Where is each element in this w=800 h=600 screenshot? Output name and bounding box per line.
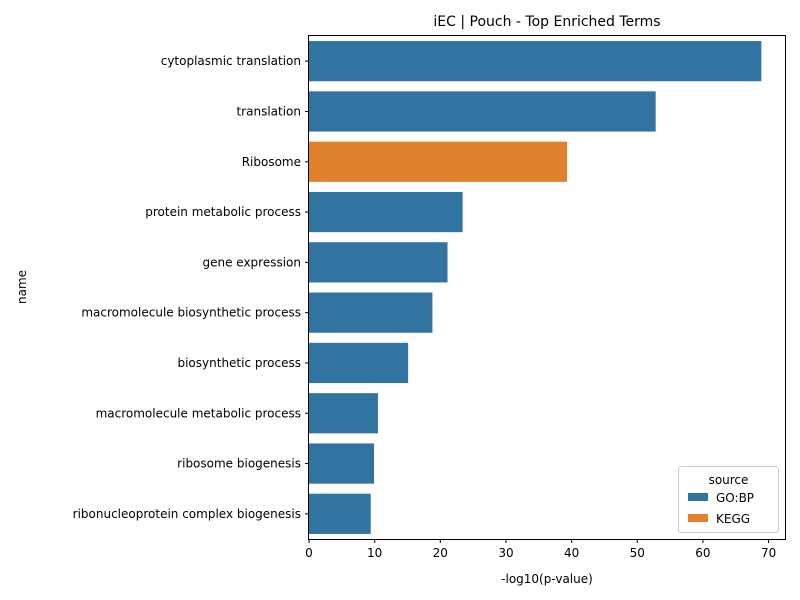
x-tick-label: 20 [433, 546, 448, 560]
bar-2 [309, 141, 568, 182]
bar-5 [309, 292, 433, 333]
y-tick-label: macromolecule metabolic process [96, 406, 301, 420]
bar-4 [309, 242, 448, 283]
x-axis-label: -log10(p-value) [501, 572, 593, 586]
y-tick-label: macromolecule biosynthetic process [81, 306, 301, 320]
x-tick-label: 50 [630, 546, 645, 560]
legend: source GO:BP KEGG [678, 466, 779, 533]
x-tick-label: 60 [695, 546, 710, 560]
y-tick-label: protein metabolic process [145, 205, 301, 219]
legend-swatch-kegg [688, 514, 708, 522]
bar-8 [309, 443, 374, 484]
y-axis-label: name [15, 270, 29, 304]
y-tick-label: Ribosome [242, 155, 301, 169]
x-axis-ticks: 0 10 20 30 40 50 60 70 [305, 539, 776, 560]
x-tick-label: 0 [305, 546, 313, 560]
y-tick-label: translation [236, 104, 301, 118]
x-tick-label: 40 [564, 546, 579, 560]
y-tick-label: biosynthetic process [177, 356, 301, 370]
bars-group [309, 41, 762, 534]
legend-swatch-gobp [688, 493, 708, 501]
bar-7 [309, 393, 378, 434]
y-tick-label: gene expression [202, 255, 301, 269]
x-tick-label: 30 [498, 546, 513, 560]
bar-1 [309, 91, 656, 132]
legend-label-kegg: KEGG [716, 512, 750, 526]
bar-9 [309, 493, 371, 534]
y-axis-ticks: cytoplasmic translation translation Riboso… [73, 54, 309, 521]
plot-frame [308, 35, 786, 540]
y-tick-label: cytoplasmic translation [161, 54, 301, 68]
x-tick-label: 70 [761, 546, 776, 560]
y-tick-label: ribonucleoprotein complex biogenesis [73, 507, 301, 521]
bar-3 [309, 191, 463, 233]
legend-title: source [709, 473, 749, 487]
chart-title: iEC | Pouch - Top Enriched Terms [433, 14, 660, 30]
x-tick-label: 10 [367, 546, 382, 560]
legend-label-gobp: GO:BP [716, 491, 754, 505]
y-tick-label: ribosome biogenesis [177, 457, 301, 471]
bar-0 [309, 41, 762, 82]
bar-6 [309, 342, 409, 384]
